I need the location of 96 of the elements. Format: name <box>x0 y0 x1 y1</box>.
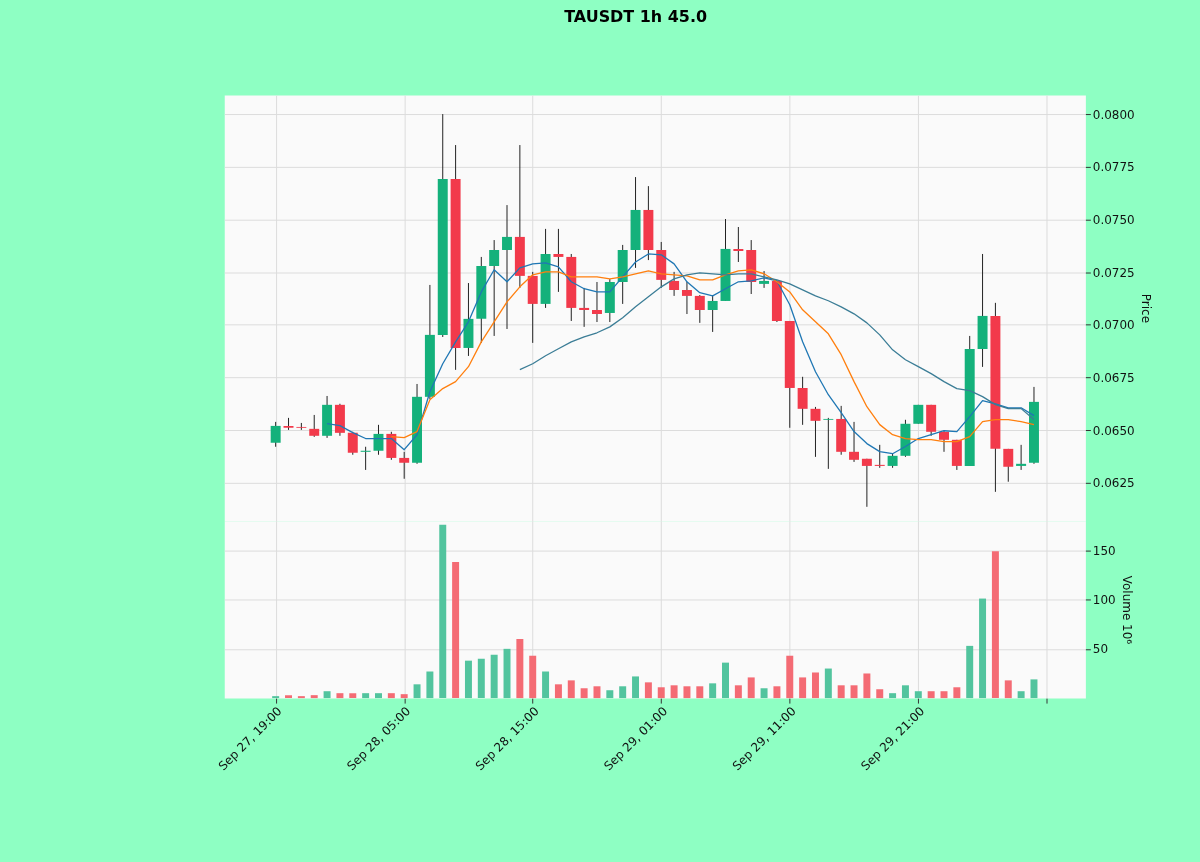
bar <box>657 687 665 699</box>
bar <box>632 676 640 699</box>
bar <box>439 524 447 699</box>
bar <box>567 680 575 699</box>
y-tick-label: 50 <box>1092 642 1109 657</box>
bar <box>606 690 614 699</box>
candlestick <box>874 444 885 469</box>
bar <box>709 683 717 699</box>
line-series <box>390 269 1035 443</box>
bar <box>953 687 961 699</box>
candlestick <box>553 228 564 293</box>
candlestick <box>861 458 872 508</box>
candlestick <box>810 406 821 458</box>
bar <box>811 672 819 699</box>
candlestick <box>592 281 602 323</box>
candlestick <box>733 226 744 263</box>
y-tick-label: 0.0725 <box>1092 265 1135 280</box>
bar <box>889 693 897 699</box>
bar <box>799 677 807 699</box>
bar <box>837 685 845 699</box>
candlestick <box>360 446 371 471</box>
bar <box>580 688 588 699</box>
bar <box>927 691 935 699</box>
y-tick-label: 100 <box>1092 593 1116 608</box>
bar <box>979 598 987 699</box>
candlestick <box>681 281 692 315</box>
bar <box>991 551 999 699</box>
bar <box>722 662 729 699</box>
candlestick <box>669 271 680 297</box>
bar <box>1004 680 1012 699</box>
bar <box>734 685 742 699</box>
bar <box>362 693 370 699</box>
bar <box>349 693 357 699</box>
y-tick-label: 0.0675 <box>1092 370 1135 385</box>
bar <box>696 686 704 699</box>
bar <box>773 686 781 699</box>
bar <box>683 686 691 699</box>
y-tick-label: 150 <box>1092 543 1116 558</box>
y-tick-label: 0.0775 <box>1092 160 1135 175</box>
bar <box>516 638 524 699</box>
bar <box>490 654 498 699</box>
candlestick <box>939 430 949 453</box>
candlestick <box>502 204 512 330</box>
bar <box>323 691 331 699</box>
candlestick <box>759 270 770 289</box>
bar <box>426 671 434 699</box>
bar <box>966 645 974 699</box>
bar <box>285 695 292 699</box>
bar <box>593 686 601 699</box>
bar <box>760 688 768 699</box>
y-tick-label: 0.0650 <box>1092 423 1135 438</box>
bar <box>747 677 755 699</box>
candlestick <box>399 451 410 480</box>
bar <box>375 693 382 699</box>
candlestick <box>797 376 808 426</box>
bar <box>400 694 408 699</box>
bar <box>850 685 858 699</box>
bar <box>310 695 318 699</box>
candlestick <box>579 287 590 328</box>
bar <box>644 682 652 699</box>
y-tick-label: 0.0800 <box>1092 107 1135 122</box>
bar <box>670 685 678 699</box>
y-tick-label: 0.0750 <box>1092 212 1135 227</box>
candlestick <box>694 294 705 324</box>
bar <box>336 693 344 699</box>
bar <box>477 658 485 699</box>
bar <box>554 684 562 699</box>
candlestick <box>823 417 834 470</box>
candlestick <box>270 421 281 448</box>
bar <box>387 693 395 699</box>
bar <box>464 660 472 699</box>
bar <box>914 691 922 699</box>
chart-title: TAUSDT 1h 45.0 <box>564 7 708 27</box>
candlestick <box>1016 444 1027 471</box>
bar <box>824 668 832 699</box>
bar <box>452 562 460 699</box>
bar <box>619 686 627 699</box>
bar <box>876 689 884 699</box>
y-tick-label: 0.0625 <box>1092 476 1135 491</box>
bar <box>863 673 871 699</box>
y-axis-title: Price <box>1138 293 1153 323</box>
bar <box>1030 679 1038 699</box>
bar <box>529 655 537 699</box>
candlestick <box>849 421 860 463</box>
candlestick <box>1003 448 1014 483</box>
bar <box>1017 691 1025 699</box>
bar <box>786 655 794 699</box>
bar <box>413 684 421 699</box>
candlestick <box>309 414 320 438</box>
y-tick-label: 0.0700 <box>1092 318 1135 333</box>
bar <box>901 685 909 699</box>
y-axis-title: Volume 10⁶ <box>1119 575 1134 645</box>
candlestick <box>707 294 718 333</box>
candlestick <box>489 239 500 337</box>
line-series <box>519 272 1035 421</box>
bar <box>542 671 550 699</box>
